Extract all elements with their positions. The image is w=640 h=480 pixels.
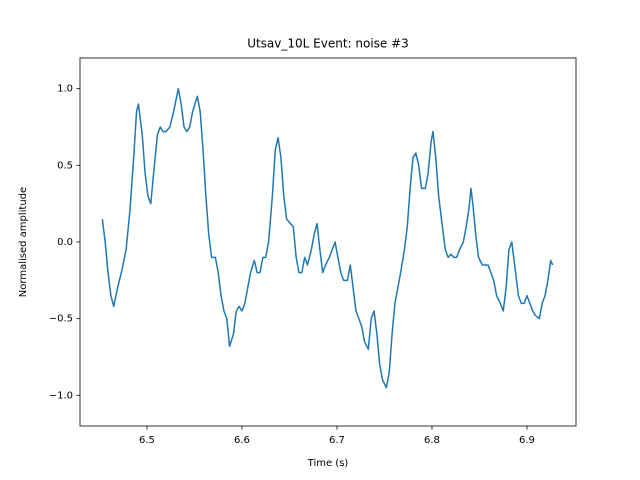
x-tick-label: 6.6: [234, 435, 250, 446]
chart-title: Utsav_10L Event: noise #3: [247, 37, 409, 51]
x-tick-label: 6.5: [139, 435, 155, 446]
x-tick-label: 6.9: [519, 435, 535, 446]
y-tick-label: −1.0: [49, 390, 73, 401]
x-tick-label: 6.7: [329, 435, 345, 446]
plot-frame: [79, 57, 577, 427]
data-line: [101, 87, 554, 389]
y-tick-label: −0.5: [49, 314, 73, 325]
x-tick-label: 6.8: [424, 435, 440, 446]
y-tick-label: 1.0: [57, 84, 73, 95]
y-axis-label: Normalised amplitude: [18, 187, 29, 297]
y-tick-label: 0.0: [57, 237, 73, 248]
y-tick-label: 0.5: [57, 160, 73, 171]
x-axis-label: Time (s): [307, 458, 349, 469]
